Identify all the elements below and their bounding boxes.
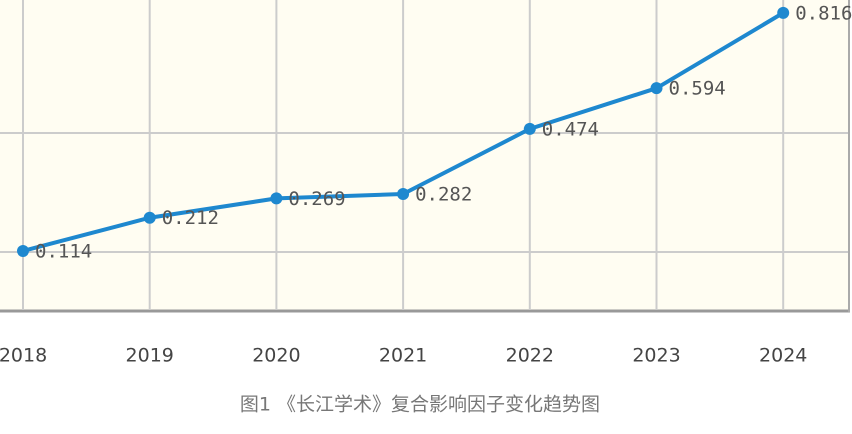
value-label: 0.474 xyxy=(542,118,599,140)
point xyxy=(143,211,156,224)
value-label: 0.114 xyxy=(35,240,92,262)
point xyxy=(397,188,410,201)
x-tick-label: 2019 xyxy=(126,345,174,367)
value-label: 0.282 xyxy=(415,184,472,206)
value-label: 0.594 xyxy=(669,78,726,100)
value-label: 0.212 xyxy=(162,207,219,229)
point xyxy=(17,244,29,257)
x-tick-label: 2021 xyxy=(379,345,427,367)
point xyxy=(523,122,536,135)
x-tick-label: 2022 xyxy=(506,345,554,367)
point xyxy=(650,82,663,95)
x-tick-label: 2020 xyxy=(252,345,300,367)
x-tick-label: 2024 xyxy=(759,345,807,367)
chart-caption: 图1 《长江学术》复合影响因子变化趋势图 xyxy=(240,394,600,416)
x-tick-label: 2018 xyxy=(0,345,47,367)
value-label: 0.269 xyxy=(288,188,345,210)
point xyxy=(270,192,283,205)
value-label: 0.816 xyxy=(795,2,852,24)
point xyxy=(777,6,790,19)
x-tick-label: 2023 xyxy=(632,345,680,367)
plot-area xyxy=(0,0,848,310)
